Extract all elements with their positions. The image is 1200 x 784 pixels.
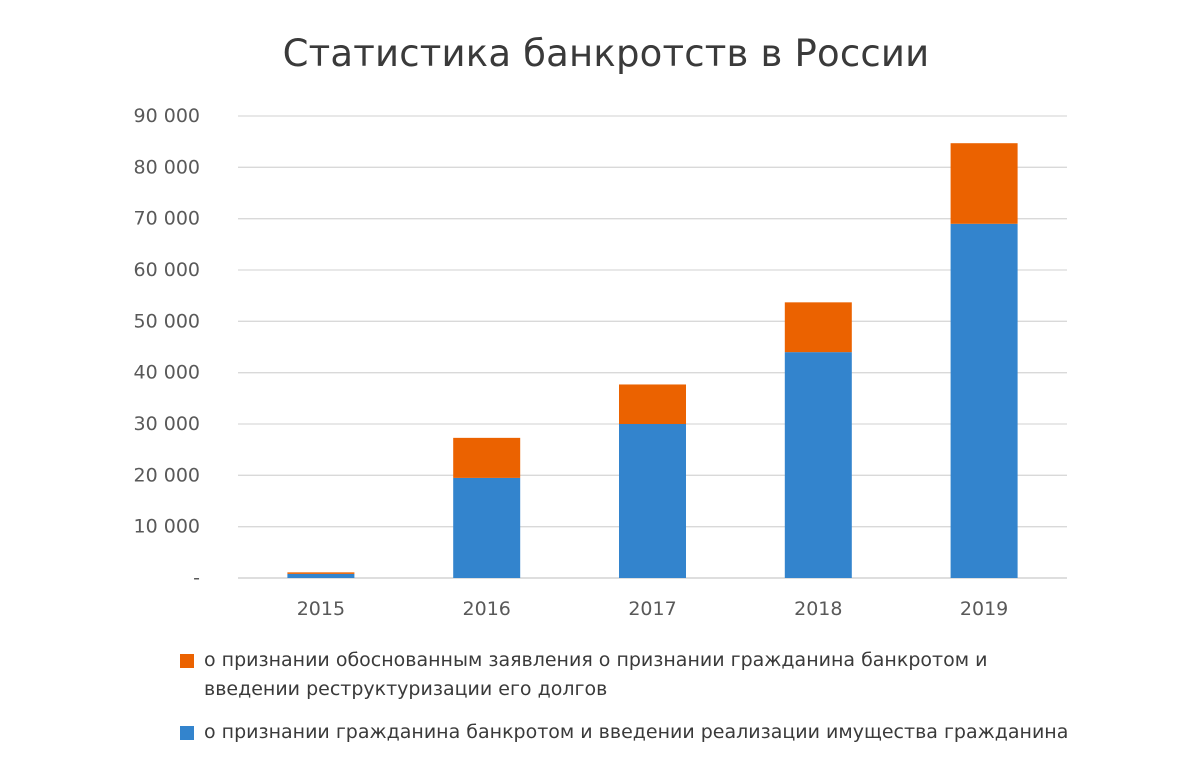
y-tick-label: 30 000 — [134, 413, 200, 435]
bar-realization — [619, 424, 686, 578]
legend-swatch-realization — [180, 726, 194, 740]
y-tick-label: 50 000 — [134, 310, 200, 332]
bar-realization — [950, 223, 1018, 579]
bar-realization — [287, 573, 355, 578]
x-tick-label: 2017 — [628, 598, 676, 620]
legend-swatch-restructuring — [180, 654, 194, 668]
x-tick-label: 2019 — [960, 598, 1008, 620]
y-tick-label: 70 000 — [134, 208, 200, 230]
y-tick-label: 90 000 — [134, 105, 200, 127]
y-tick-label: 20 000 — [134, 464, 200, 486]
bar-restructuring — [950, 143, 1018, 224]
legend-label-realization: о признании гражданина банкротом и введе… — [204, 721, 1069, 743]
bar-restructuring — [453, 437, 521, 478]
y-tick-label: 40 000 — [134, 362, 200, 384]
x-tick-label: 2015 — [297, 598, 345, 620]
legend-item-restructuring: о признании обоснованным заявления о при… — [180, 646, 1080, 704]
bar-restructuring — [784, 302, 852, 353]
x-tick-label: 2018 — [794, 598, 842, 620]
y-tick-label: - — [193, 567, 200, 589]
chart-plot: - 10 000 20 000 30 000 40 000 50 000 60 000 70 … — [134, 105, 1067, 620]
bar-restructuring — [287, 572, 355, 574]
legend-item-realization: о признании гражданина банкротом и введе… — [180, 718, 1080, 747]
bar-realization — [453, 477, 521, 578]
bar-restructuring — [619, 384, 686, 424]
y-tick-label: 80 000 — [134, 156, 200, 178]
y-tick-label: 60 000 — [134, 259, 200, 281]
legend-label-restructuring: о признании обоснованным заявления о при… — [204, 649, 988, 700]
x-tick-label: 2016 — [463, 598, 511, 620]
chart-title: Статистика банкротств в России — [282, 32, 930, 75]
bar-realization — [784, 352, 852, 578]
chart-legend: о признании обоснованным заявления о при… — [180, 646, 1080, 747]
y-tick-label: 10 000 — [134, 516, 200, 538]
